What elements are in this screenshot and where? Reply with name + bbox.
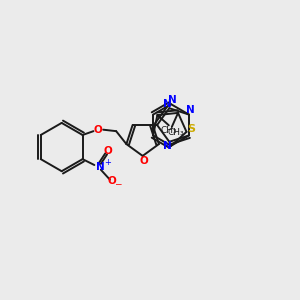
Text: S: S: [187, 124, 195, 134]
Text: O: O: [94, 125, 102, 135]
Text: CH₃: CH₃: [160, 126, 177, 135]
Text: O: O: [104, 146, 112, 157]
Text: N: N: [164, 141, 172, 151]
Text: N: N: [164, 99, 172, 109]
Text: CH₃: CH₃: [167, 128, 184, 137]
Text: O: O: [140, 156, 148, 166]
Text: −: −: [115, 180, 122, 189]
Text: N: N: [168, 95, 177, 105]
Text: N: N: [97, 162, 105, 172]
Text: +: +: [104, 158, 111, 167]
Text: O: O: [107, 176, 116, 186]
Text: N: N: [186, 105, 195, 115]
